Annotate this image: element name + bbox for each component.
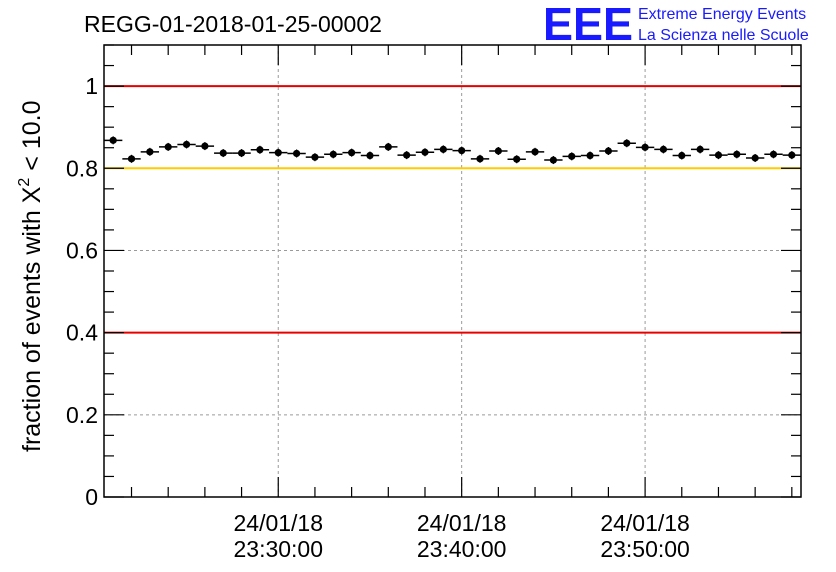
data-point [549,156,557,164]
eee-logo-line2: La Scienza nelle Scuole [638,27,809,44]
data-point [421,148,429,156]
data-point [256,146,264,154]
data-point [476,155,484,163]
eee-logo: EEE Extreme Energy Events La Scienza nel… [543,0,809,50]
y-axis-label-symbol: X [18,186,46,203]
eee-logo-line1: Extreme Energy Events [638,6,806,23]
y-tick-label: 0.8 [66,155,98,181]
y-tick-label: 1 [85,73,98,99]
x-tick-date-label: 24/01/18 [417,510,507,536]
data-point [403,151,411,159]
data-point [348,149,356,157]
data-point [127,155,136,163]
x-tick-time-label: 23:40:00 [417,536,507,562]
data-point [439,145,447,153]
axis-ticks [104,44,801,498]
x-tick-labels: 24/01/1823:30:0024/01/1823:40:0024/01/18… [233,510,689,562]
y-tick-labels: 0 0.2 0.4 0.6 0.8 1 [66,73,98,510]
data-point [146,148,154,156]
y-tick-label: 0 [85,484,98,510]
y-tick-label: 0.6 [66,237,98,263]
data-point [678,151,686,160]
y-tick-label: 0.2 [66,402,98,428]
data-point [109,136,117,144]
data-point [274,149,282,157]
x-tick-date-label: 24/01/18 [600,510,690,536]
data-point [458,147,466,155]
data-point [311,153,319,161]
data-point [769,150,778,158]
y-axis-label: fraction of events with X2 < 10.0 [16,101,46,452]
data-point [733,150,741,158]
reference-lines [104,85,801,334]
data-point [659,145,668,153]
data-point [494,147,502,155]
x-tick-time-label: 23:30:00 [233,536,323,562]
data-points [104,136,801,165]
data-point [714,151,723,159]
y-axis-label-prefix: fraction of events with [18,203,46,452]
data-point [201,142,209,150]
data-point [292,149,301,158]
data-point [219,149,227,157]
y-tick-label: 0.4 [66,320,98,346]
data-point [182,140,191,149]
x-tick-date-label: 24/01/18 [233,510,323,536]
data-point [696,145,704,153]
x-tick-time-label: 23:50:00 [600,536,690,562]
data-point [237,149,246,157]
data-point [604,147,613,155]
y-axis-label-suffix: < 10.0 [18,101,46,178]
eee-logo-mark: EEE [543,0,633,50]
data-point [568,152,576,160]
data-point [586,151,594,160]
data-point [384,143,392,151]
data-point [513,155,521,163]
data-point [164,143,172,151]
data-point [623,139,631,147]
chart-title: REGG-01-2018-01-25-00002 [84,11,382,37]
grid-lines [104,45,801,497]
data-point [329,150,337,158]
y-axis-label-superscript: 2 [16,178,33,187]
data-point [531,148,539,156]
data-point [366,151,374,160]
plot-frame [103,44,802,498]
data-point [641,143,649,151]
data-point [751,154,759,162]
data-point [788,151,796,159]
